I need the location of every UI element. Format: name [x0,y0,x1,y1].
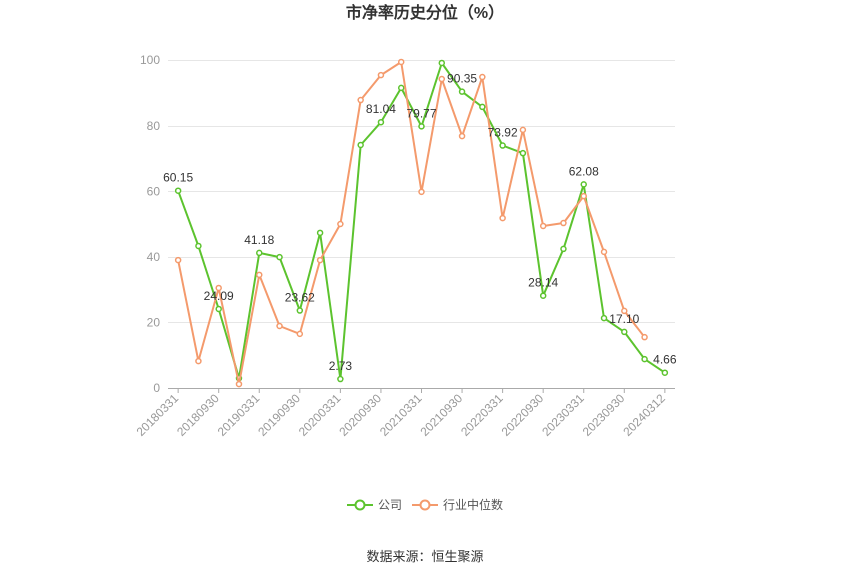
industry-median-data-point[interactable] [296,330,304,338]
company-data-point[interactable] [479,103,486,111]
y-tick-label: 0 [153,381,160,395]
company-data-label: 4.66 [653,353,677,367]
x-tick-label: 20220331 [458,391,506,439]
company-data-label: 73.92 [488,126,518,140]
company-data-point[interactable] [641,355,648,363]
industry-median-data-point[interactable] [357,96,364,104]
company-data-label: 17.10 [609,312,639,326]
company-data-point[interactable] [539,292,547,299]
line-chart: 0 20 40 60 80 100 2018033120180930201903312019… [134,53,677,439]
industry-median-data-point[interactable] [316,256,324,264]
company-data-point[interactable] [337,375,344,383]
x-tick-label: 20210930 [417,391,465,439]
industry-median-data-point[interactable] [499,214,506,222]
data-source-note: 数据来源：恒生聚源 [366,549,484,564]
industry-median-line [177,61,646,386]
legend-item-company[interactable]: 公司 [346,498,402,512]
company-data-point[interactable] [621,328,628,336]
company-data-point[interactable] [458,88,466,95]
x-tick-label: 20180331 [134,391,182,439]
company-data-point[interactable] [256,249,263,257]
x-tick-label: 20200331 [296,391,344,439]
x-tick-label: 20230930 [580,391,628,439]
company-data-point[interactable] [499,142,506,149]
company-data-point[interactable] [296,307,304,314]
x-tick-label: 20230331 [539,391,587,439]
company-data-label: 2.73 [329,359,353,373]
company-data-point[interactable] [661,369,669,376]
industry-median-data-point[interactable] [215,284,222,292]
industry-median-data-point[interactable] [397,58,405,66]
company-data-point[interactable] [357,141,364,149]
industry-median-data-point[interactable] [276,322,283,330]
company-data-point[interactable] [377,118,385,126]
company-data-point[interactable] [397,84,405,92]
industry-median-data-point[interactable] [560,219,567,227]
line-circle-marker-icon [412,499,438,511]
company-data-label: 90.35 [447,72,477,86]
x-tick-label: 20200930 [336,391,384,439]
company-data-label: 62.08 [569,164,599,178]
industry-median-data-point[interactable] [479,73,486,81]
industry-median-data-point[interactable] [580,192,587,200]
x-tick-label: 20190331 [215,391,263,439]
company-data-label: 79.77 [406,106,436,120]
company-data-point[interactable] [600,314,608,322]
company-data-point[interactable] [215,305,222,313]
company-data-point[interactable] [519,149,527,157]
industry-median-data-point[interactable] [641,333,648,341]
series [174,58,669,388]
legend-label-company: 公司 [377,498,402,512]
company-data-label: 60.15 [163,171,193,185]
industry-median-data-point[interactable] [438,75,446,83]
industry-median-data-point[interactable] [195,357,202,365]
industry-median-data-point[interactable] [337,220,344,228]
company-data-point[interactable] [316,229,324,237]
y-tick-label: 60 [147,184,161,198]
company-data-point[interactable] [195,242,202,250]
y-tick-label: 80 [147,119,161,133]
series-company [174,59,669,383]
x-tick-label: 20220930 [499,391,547,439]
company-data-label: 81.04 [366,102,396,116]
x-tick-label: 20190930 [255,391,303,439]
company-data-label: 23.62 [285,291,315,305]
company-data-label: 41.18 [244,233,274,247]
y-tick-label: 40 [147,250,161,264]
y-tick-label: 20 [147,316,161,330]
data-labels: 60.15 24.09 41.18 23.62 2.73 81.04 79.77 90.35 7… [163,72,677,373]
company-data-point[interactable] [560,245,567,253]
company-data-point[interactable] [174,187,182,194]
x-tick-label: 20210331 [377,391,425,439]
industry-median-data-point[interactable] [174,256,182,264]
industry-median-data-point[interactable] [377,71,385,79]
industry-median-data-point[interactable] [235,380,243,388]
legend-item-industry-median[interactable]: 行业中位数 [412,498,503,512]
company-data-point[interactable] [580,181,587,188]
series-industry-median [174,58,648,388]
industry-median-data-point[interactable] [418,188,425,196]
company-data-point[interactable] [276,253,283,261]
legend: 公司 行业中位数 [0,496,850,514]
company-data-label: 24.09 [204,289,234,303]
chart-title: 市净率历史分位（%） [345,5,505,22]
y-tick-label: 100 [140,53,160,67]
industry-median-data-point[interactable] [621,307,628,315]
legend-label-industry-median: 行业中位数 [443,498,504,512]
line-circle-marker-icon [346,499,373,511]
industry-median-data-point[interactable] [519,126,527,134]
industry-median-data-point[interactable] [256,271,263,279]
company-data-label: 28.14 [528,276,558,290]
industry-median-data-point[interactable] [458,132,466,140]
company-data-point[interactable] [418,123,425,130]
company-data-point[interactable] [438,59,446,67]
x-tick-label: 20240312 [620,391,668,439]
industry-median-data-point[interactable] [600,248,608,256]
x-tick-label: 20180930 [174,391,222,439]
industry-median-data-point[interactable] [539,222,547,230]
